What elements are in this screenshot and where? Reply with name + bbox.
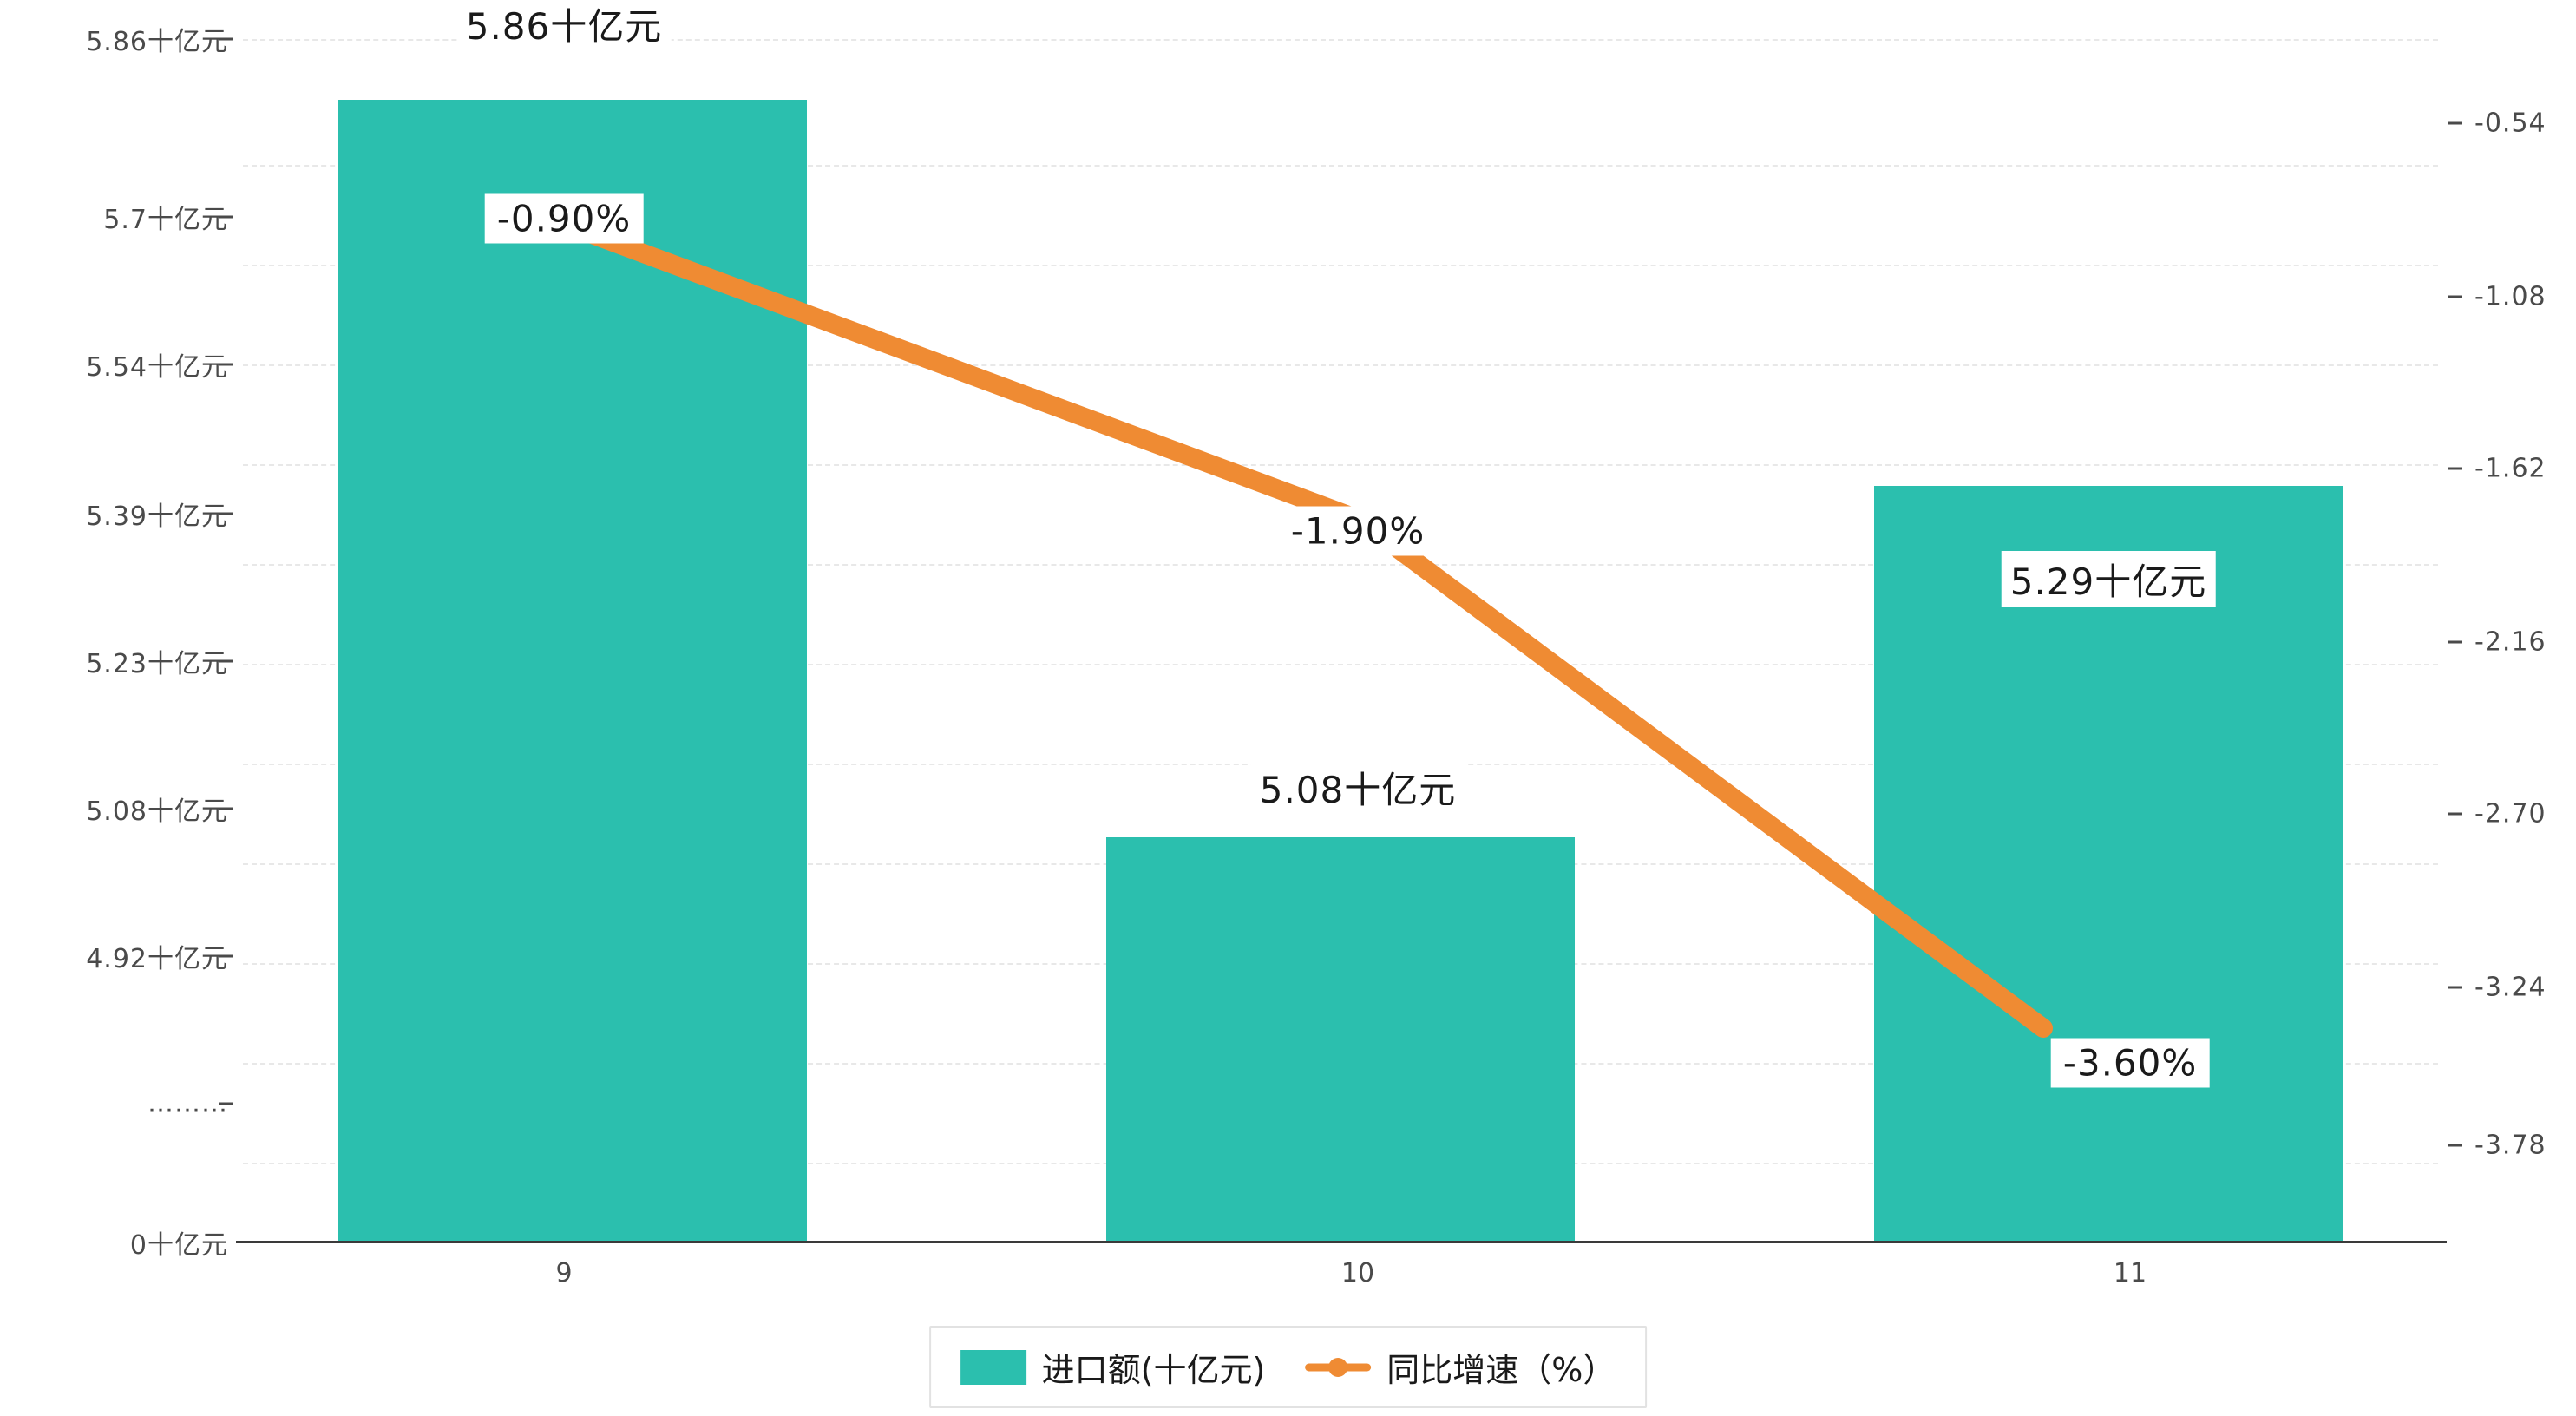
- y-tick-right: [2448, 295, 2462, 298]
- bar-swatch-icon: [960, 1349, 1026, 1385]
- bar-value-label-0: 5.86十亿元: [456, 0, 672, 52]
- line-value-label-1: -1.90%: [1278, 506, 1438, 556]
- bar-category-9[interactable]: [338, 100, 807, 1241]
- y-tick-left: [219, 807, 233, 810]
- x-axis-baseline: [236, 1241, 2447, 1243]
- line-value-label-0: -0.90%: [484, 193, 644, 244]
- legend-item-yoy-growth[interactable]: 同比增速（%）: [1305, 1343, 1616, 1391]
- y-tick-right: [2448, 121, 2462, 125]
- y-tick-right: [2448, 812, 2462, 816]
- legend-label-import-amount: 进口额(十亿元): [1041, 1351, 1266, 1389]
- y-axis-left-label-0: 5.86十亿元: [86, 27, 228, 57]
- y-tick-right: [2448, 467, 2462, 470]
- legend-label-yoy-growth: 同比增速（%）: [1386, 1351, 1616, 1389]
- y-axis-right-label-1: -1.08: [2474, 281, 2547, 312]
- bar-category-10[interactable]: [1106, 837, 1575, 1241]
- legend: 进口额(十亿元) 同比增速（%）: [928, 1326, 1648, 1408]
- y-tick-left: [219, 1102, 233, 1105]
- y-axis-right-label-5: -3.24: [2474, 972, 2547, 1003]
- y-axis-left-label-3: 5.39十亿元: [86, 502, 228, 532]
- gridline: [243, 39, 2438, 41]
- y-tick-right: [2448, 1144, 2462, 1147]
- y-tick-right: [2448, 986, 2462, 989]
- x-axis-label-0: 9: [555, 1258, 573, 1288]
- y-axis-left-label-8: 0十亿元: [129, 1230, 228, 1261]
- y-axis-right-label-6: -3.78: [2474, 1130, 2547, 1161]
- y-tick-left: [219, 659, 233, 663]
- y-axis-left-label-1: 5.7十亿元: [103, 205, 228, 235]
- y-tick-right: [2448, 640, 2462, 644]
- y-tick-left: [219, 37, 233, 41]
- bar-value-label-1: 5.08十亿元: [1250, 759, 1465, 816]
- y-tick-left: [219, 215, 233, 219]
- line-swatch-icon: [1305, 1350, 1371, 1385]
- y-axis-left-label-6: 4.92十亿元: [86, 944, 228, 974]
- y-axis-right-label-2: -1.62: [2474, 453, 2547, 484]
- x-axis-label-1: 10: [1340, 1258, 1375, 1288]
- y-axis-right-label-3: -2.16: [2474, 626, 2547, 658]
- y-axis-left-label-7: ………: [147, 1088, 228, 1119]
- x-axis-label-2: 11: [2113, 1258, 2147, 1288]
- y-tick-left: [219, 363, 233, 366]
- gridline: [243, 165, 2438, 167]
- y-tick-left: [219, 954, 233, 958]
- y-axis-left-label-4: 5.23十亿元: [86, 649, 228, 679]
- y-tick-left: [219, 512, 233, 515]
- y-axis-right-label-0: -0.54: [2474, 108, 2547, 139]
- y-axis-left-label-2: 5.54十亿元: [86, 352, 228, 383]
- y-axis-left-label-5: 5.08十亿元: [86, 796, 228, 827]
- legend-item-import-amount[interactable]: 进口额(十亿元): [960, 1343, 1266, 1391]
- bar-value-label-2: 5.29十亿元: [2001, 551, 2216, 607]
- line-value-label-2: -3.60%: [2050, 1038, 2210, 1088]
- y-axis-right-label-4: -2.70: [2474, 798, 2547, 829]
